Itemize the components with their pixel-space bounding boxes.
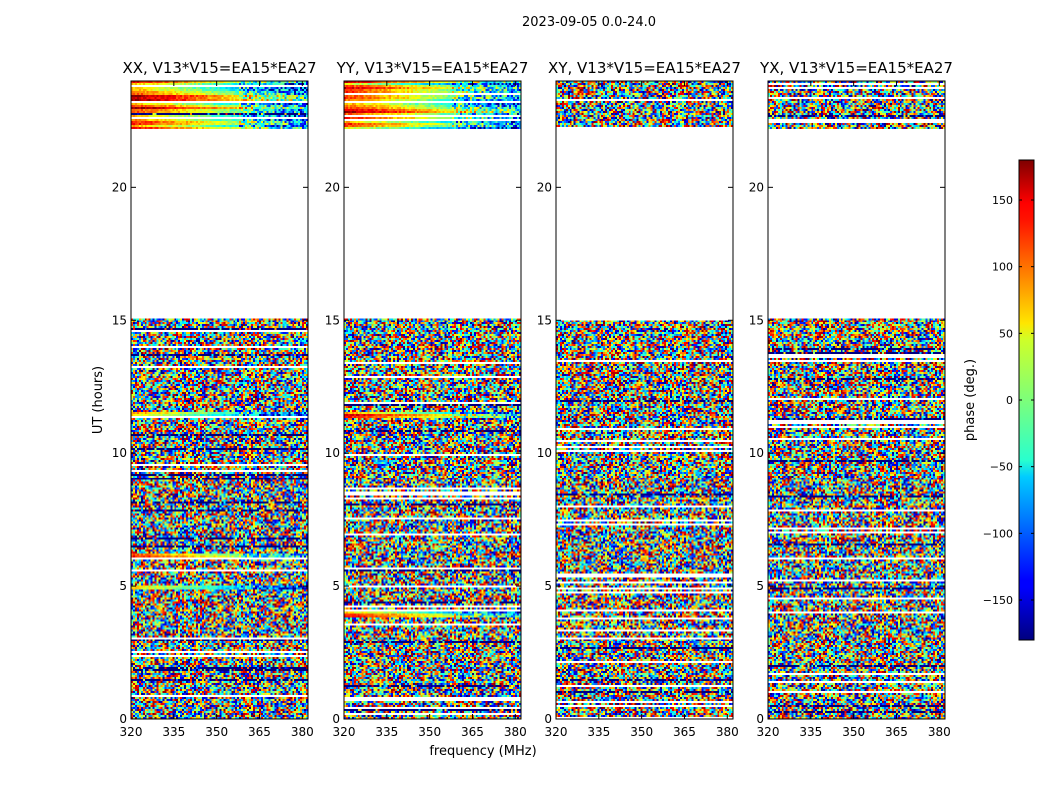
x-tick-label: 320	[333, 725, 356, 739]
panel-yx: YX, V13*V15=EA15*EA27 320 335 350 365 380 0 5 10…	[749, 59, 953, 739]
y-tick-label: 5	[544, 579, 552, 593]
panel-xy: XY, V13*V15=EA15*EA27 320 335 350 365 380 0 5 10…	[537, 59, 741, 739]
x-tick-label: 335	[375, 725, 398, 739]
colorbar-tick-label: 50	[999, 327, 1013, 340]
colorbar-tick-label: −50	[990, 461, 1013, 474]
phase-raster	[556, 81, 733, 719]
x-tick-label: 335	[587, 725, 610, 739]
phase-raster	[344, 81, 521, 719]
panel-title: YX, V13*V15=EA15*EA27	[759, 59, 953, 77]
y-tick-label: 20	[537, 180, 552, 194]
y-tick-label: 5	[756, 579, 764, 593]
panel-title: YY, V13*V15=EA15*EA27	[336, 59, 529, 77]
colorbar-label: phase (deg.)	[963, 359, 978, 441]
y-tick-label: 15	[112, 313, 127, 327]
colorbar-tick-label: 150	[992, 194, 1013, 207]
y-tick-label: 20	[325, 180, 340, 194]
colorbar: 150 100 50 0 −50 −100 −150 phase (deg.)	[963, 159, 1035, 641]
x-tick-label: 365	[885, 725, 908, 739]
y-tick-label: 20	[749, 180, 764, 194]
x-tick-label: 335	[162, 725, 185, 739]
panel-xx: XX, V13*V15=EA15*EA27 320 335 350 365 380 0 5 10…	[112, 59, 317, 739]
x-tick-label: 350	[418, 725, 441, 739]
x-tick-label: 365	[673, 725, 696, 739]
y-tick-label: 10	[325, 446, 340, 460]
panels: XX, V13*V15=EA15*EA27 320 335 350 365 380 0 5 10…	[112, 59, 953, 739]
y-tick-label: 5	[332, 579, 340, 593]
y-tick-label: 15	[749, 313, 764, 327]
x-tick-label: 365	[461, 725, 484, 739]
y-tick-label: 10	[537, 446, 552, 460]
colorbar-tick-label: 100	[992, 261, 1013, 274]
colorbar-tick-label: 0	[1006, 394, 1013, 407]
panel-yy: YY, V13*V15=EA15*EA27 320 335 350 365 380 0 5 10…	[325, 59, 529, 739]
phase-raster	[131, 81, 308, 719]
colorbar-tick-label: −150	[983, 594, 1013, 607]
y-tick-label: 5	[119, 579, 127, 593]
colorbar-tick-label: −100	[983, 527, 1013, 540]
x-tick-label: 320	[757, 725, 780, 739]
y-tick-label: 10	[749, 446, 764, 460]
x-tick-label: 320	[545, 725, 568, 739]
y-tick-label: 10	[112, 446, 127, 460]
panel-frame	[555, 80, 734, 720]
x-tick-label: 380	[716, 725, 739, 739]
y-tick-label: 15	[325, 313, 340, 327]
panel-frame	[130, 80, 309, 720]
y-tick-label: 0	[756, 712, 764, 726]
panel-frame	[343, 80, 522, 720]
y-tick-label: 0	[544, 712, 552, 726]
colorbar-ticks: 150 100 50 0 −50 −100 −150	[983, 194, 1034, 607]
panel-title: XY, V13*V15=EA15*EA27	[548, 59, 741, 77]
x-tick-label: 380	[291, 725, 314, 739]
figure-suptitle: 2023-09-05 0.0-24.0	[522, 15, 656, 30]
x-tick-label: 320	[120, 725, 143, 739]
x-axis-label: frequency (MHz)	[429, 744, 536, 759]
y-tick-label: 20	[112, 180, 127, 194]
panel-title: XX, V13*V15=EA15*EA27	[122, 59, 316, 77]
x-tick-label: 350	[630, 725, 653, 739]
x-tick-label: 380	[928, 725, 951, 739]
panel-frame	[767, 80, 946, 720]
y-tick-label: 0	[332, 712, 340, 726]
x-tick-label: 350	[842, 725, 865, 739]
y-tick-label: 0	[119, 712, 127, 726]
x-tick-label: 350	[205, 725, 228, 739]
phase-raster	[768, 81, 945, 719]
x-tick-label: 365	[248, 725, 271, 739]
x-tick-label: 335	[799, 725, 822, 739]
x-tick-label: 380	[504, 725, 527, 739]
y-axis-label: UT (hours)	[91, 366, 106, 434]
y-tick-label: 15	[537, 313, 552, 327]
